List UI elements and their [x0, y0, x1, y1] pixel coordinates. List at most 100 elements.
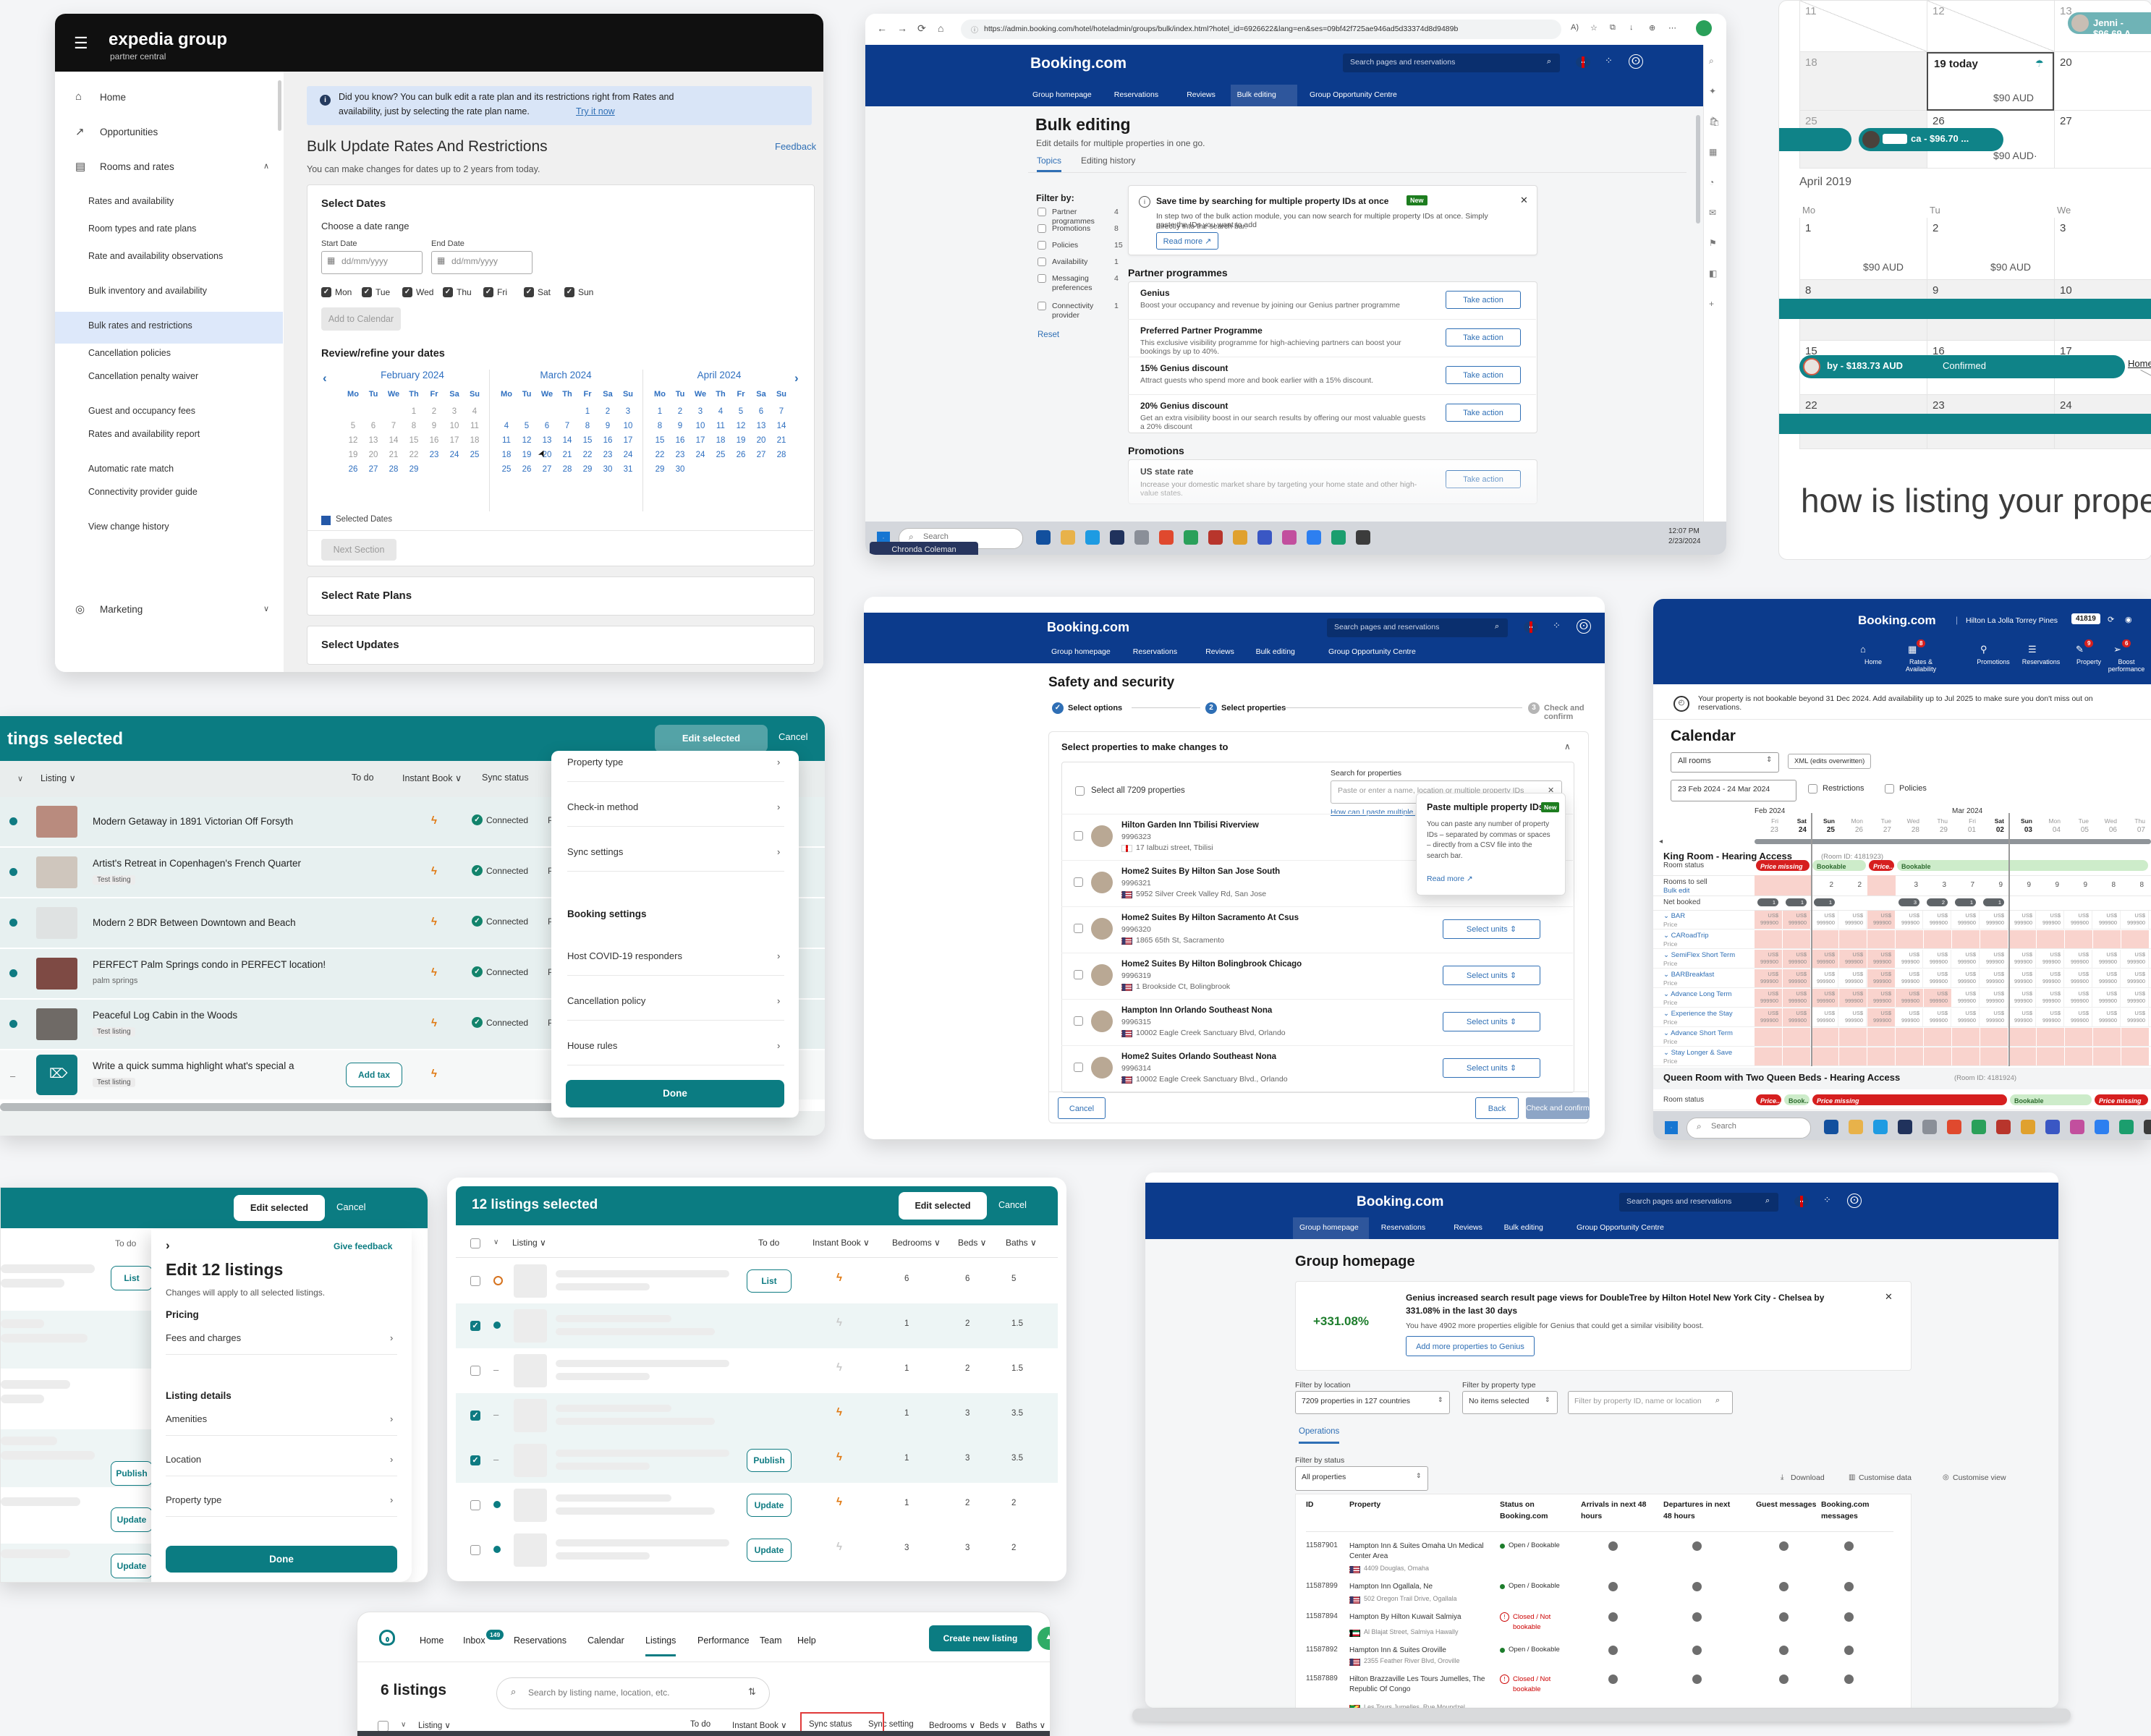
day-cell[interactable]: 8: [411, 422, 417, 430]
taskbar-app-icon[interactable]: [2095, 1120, 2109, 1134]
page-scrollbar[interactable]: [1696, 115, 1700, 224]
select-all-checkbox[interactable]: [378, 1721, 389, 1732]
drawer-item-house-rules[interactable]: House rules: [567, 1040, 618, 1051]
property-checkbox[interactable]: [1074, 970, 1083, 979]
select-units-button[interactable]: Select units ⇕: [1443, 1058, 1540, 1078]
day-cell[interactable]: 2: [677, 407, 683, 416]
day-cell[interactable]: 23: [675, 451, 685, 459]
day-cell[interactable]: 22: [655, 451, 665, 459]
nav-tab-home[interactable]: Home: [1864, 658, 1882, 665]
annotation-link[interactable]: Homeaway/Sta: [2128, 358, 2151, 369]
todo-list-button[interactable]: List: [747, 1269, 792, 1293]
nav-tab-group-opportunity-centre[interactable]: Group Opportunity Centre: [1310, 90, 1397, 99]
day-cell[interactable]: 3: [697, 407, 703, 416]
close-icon[interactable]: ✕: [1885, 1291, 1893, 1302]
weekday-checkbox-thu[interactable]: ✓: [443, 287, 453, 297]
col-instant-book[interactable]: Instant Book ∨: [402, 773, 462, 783]
sidebar-item-guest-and-occupancy-fees[interactable]: Guest and occupancy fees: [88, 406, 196, 416]
back-button[interactable]: Back: [1475, 1097, 1519, 1119]
edge-sidebar-icon[interactable]: +: [1709, 299, 1715, 309]
select-units-button[interactable]: Select units ⇕: [1443, 966, 1540, 985]
day-cell[interactable]: 20: [368, 451, 378, 459]
day-cell[interactable]: 9: [605, 422, 611, 430]
filter-type-select[interactable]: [1462, 1391, 1558, 1414]
weekday-checkbox-tue[interactable]: ✓: [362, 287, 372, 297]
property-checkbox[interactable]: [1074, 877, 1083, 887]
day-cell[interactable]: 14: [562, 436, 572, 445]
taskbar-app-icon[interactable]: [1307, 530, 1321, 545]
rate-plan-name[interactable]: ⌄ BAR: [1663, 912, 1686, 920]
day-cell[interactable]: 11: [716, 422, 725, 430]
account-icon[interactable]: ⵙ: [1629, 54, 1643, 69]
chrome-action-icon[interactable]: ⊕: [1649, 24, 1656, 33]
chevron-up-icon[interactable]: ∧: [263, 162, 270, 171]
calendar-prev-icon[interactable]: ‹: [323, 371, 327, 385]
filter-id-input[interactable]: [1568, 1391, 1733, 1414]
nav-tab-reservations[interactable]: Reservations: [1380, 1223, 1426, 1232]
select-all-chevron-icon[interactable]: ∨: [17, 775, 24, 783]
day-cell[interactable]: 5: [738, 407, 744, 416]
sidebar-item-view-change-history[interactable]: View change history: [88, 522, 169, 532]
edge-sidebar-icon[interactable]: ⌕: [1709, 56, 1714, 66]
day-cell[interactable]: 9: [431, 422, 437, 430]
day-cell[interactable]: 13: [368, 436, 378, 445]
nav-tab-reviews[interactable]: Reviews: [1187, 90, 1215, 99]
cancel-button[interactable]: Cancel: [336, 1201, 366, 1212]
apps-icon[interactable]: ⁘: [1605, 55, 1613, 66]
done-button[interactable]: Done: [566, 1080, 784, 1107]
day-cell[interactable]: 23: [603, 451, 613, 459]
day-cell[interactable]: 1: [411, 407, 417, 416]
day-cell[interactable]: 20: [542, 451, 552, 459]
day-cell[interactable]: 21: [562, 451, 572, 459]
sidebar-item-rates-and-availability-report[interactable]: Rates and availability report: [88, 429, 200, 439]
taskbar-app-icon[interactable]: [1331, 530, 1346, 545]
home-icon[interactable]: ⌂: [938, 22, 944, 34]
collapse-icon[interactable]: ∧: [1564, 741, 1571, 752]
grid-scrollbar[interactable]: [1755, 839, 2151, 844]
tooltip-read-more[interactable]: Read more ↗: [1427, 875, 1473, 883]
taskbar-app-icon[interactable]: [1085, 530, 1100, 545]
rate-plan-name[interactable]: ⌄ Advance Long Term: [1663, 990, 1732, 998]
rate-plan-name[interactable]: ⌄ CARoadTrip: [1663, 932, 1709, 940]
day-cell[interactable]: 18: [716, 436, 726, 445]
day-cell[interactable]: 22: [582, 451, 593, 459]
taskbar-app-icon[interactable]: [1208, 530, 1223, 545]
policies-checkbox[interactable]: [1885, 784, 1894, 793]
booking-pill-confirmed[interactable]: [1799, 355, 2125, 378]
booking-bar[interactable]: [1779, 414, 2151, 434]
taskbar-app-icon[interactable]: [1110, 530, 1124, 545]
taskbar-app-icon[interactable]: [2021, 1120, 2035, 1134]
property-checkbox[interactable]: [1074, 1016, 1083, 1026]
update-button[interactable]: Update: [111, 1554, 153, 1578]
edge-sidebar-icon[interactable]: 🛍: [1709, 116, 1721, 127]
chrome-action-icon[interactable]: A): [1571, 23, 1579, 32]
day-cell[interactable]: 17: [623, 436, 633, 445]
day-cell[interactable]: 6: [370, 422, 376, 430]
nav-tab-group-homepage[interactable]: Group homepage: [1032, 90, 1092, 99]
taskbar-app-icon[interactable]: [2144, 1120, 2151, 1134]
nav-performance[interactable]: Performance: [697, 1635, 750, 1646]
hamburger-icon[interactable]: ☰: [74, 34, 88, 52]
day-cell[interactable]: 26: [522, 465, 532, 474]
listing-search[interactable]: [496, 1677, 770, 1709]
calendar-next-icon[interactable]: ›: [794, 371, 799, 385]
filter-location-select[interactable]: [1295, 1391, 1450, 1414]
sidebar-item-home[interactable]: Home: [100, 92, 127, 103]
day-cell[interactable]: 28: [776, 451, 786, 459]
edit-selected-button[interactable]: Edit selected: [234, 1195, 325, 1221]
search-icon[interactable]: ⌕: [1495, 622, 1500, 631]
h-scrollbar[interactable]: [0, 1103, 557, 1111]
give-feedback-link[interactable]: Give feedback: [334, 1241, 393, 1251]
next-section-button[interactable]: Next Section: [321, 539, 396, 561]
drawer-item-cancellation-policy[interactable]: Cancellation policy: [567, 995, 646, 1006]
refresh-icon[interactable]: ⟳: [917, 22, 926, 34]
col-instant-book[interactable]: Instant Book ∨: [813, 1238, 870, 1248]
chrome-action-icon[interactable]: ↓: [1629, 23, 1634, 32]
day-cell[interactable]: 10: [695, 422, 705, 430]
day-cell[interactable]: 25: [501, 465, 512, 474]
day-cell[interactable]: 26: [348, 465, 358, 474]
download-icon[interactable]: ⤓: [1781, 1473, 1784, 1481]
sidebar-item-rates-and-availability[interactable]: Rates and availability: [88, 196, 174, 206]
filter-checkbox-0[interactable]: [1038, 208, 1046, 216]
day-cell[interactable]: 14: [776, 422, 786, 430]
